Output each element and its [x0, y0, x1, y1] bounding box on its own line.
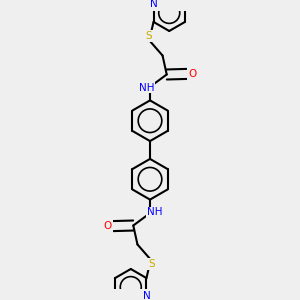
- Text: NH: NH: [147, 207, 163, 218]
- Text: S: S: [145, 31, 152, 41]
- Text: N: N: [142, 291, 150, 300]
- Text: O: O: [188, 69, 196, 79]
- Text: NH: NH: [139, 82, 154, 93]
- Text: O: O: [103, 221, 112, 231]
- Text: S: S: [148, 259, 155, 269]
- Text: N: N: [150, 0, 158, 9]
